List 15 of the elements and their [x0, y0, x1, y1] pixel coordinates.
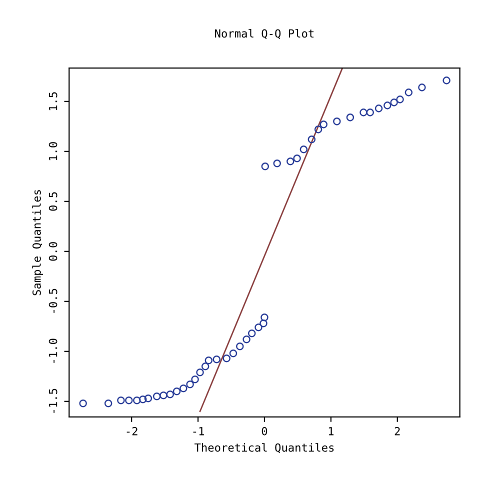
- y-tick-label: 0.0: [48, 242, 58, 261]
- x-tick-label: -1: [193, 427, 204, 436]
- x-tick-label: -2: [126, 426, 138, 436]
- y-tick-label: -1.5: [48, 388, 58, 413]
- chart-title: Normal Q-Q Plot: [215, 28, 314, 39]
- y-tick-label: -0.5: [48, 288, 58, 313]
- x-tick-label: 0: [262, 426, 268, 436]
- x-axis-title: Theoretical Quantiles: [194, 443, 334, 454]
- y-tick-label: 1.5: [48, 92, 58, 110]
- x-tick-label: 1: [328, 427, 334, 436]
- y-tick-label: -1.0: [48, 338, 58, 363]
- y-axis-title: Sample Quantiles: [32, 190, 44, 296]
- x-tick-label: 2: [394, 426, 400, 436]
- y-tick-label: 1.0: [48, 142, 58, 160]
- y-tick-label: 0.5: [48, 192, 58, 211]
